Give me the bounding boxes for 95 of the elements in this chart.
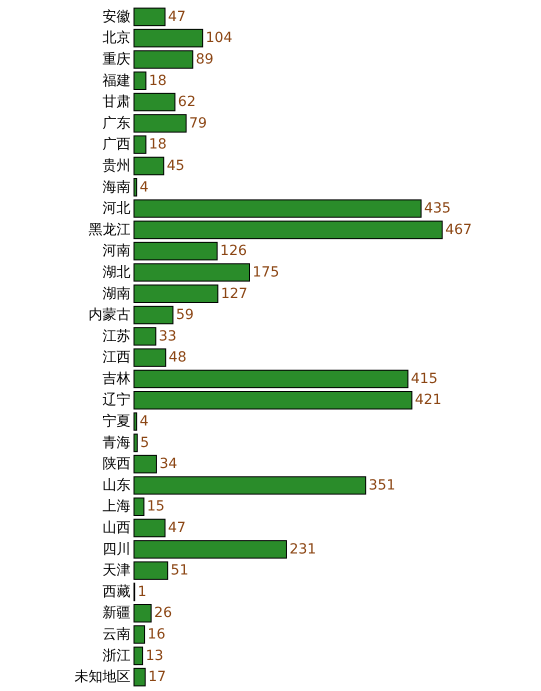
- data-label: 18: [148, 136, 167, 153]
- data-label: 1: [138, 584, 147, 600]
- data-label: 34: [159, 456, 178, 472]
- y-tick-label: 西藏: [102, 584, 130, 600]
- y-tick-label: 山西: [102, 520, 130, 536]
- bar: [134, 92, 176, 112]
- bar: [134, 135, 146, 154]
- y-tick-label: 海南: [102, 179, 130, 196]
- bar: [134, 391, 412, 410]
- data-label: 415: [410, 370, 438, 387]
- bar: [134, 8, 166, 26]
- bar: [134, 646, 144, 666]
- bar: [134, 561, 168, 580]
- bar: [134, 668, 146, 686]
- bar: [134, 242, 218, 260]
- data-label: 47: [168, 8, 186, 25]
- data-label: 79: [189, 115, 207, 132]
- bar: [134, 263, 250, 282]
- bar: [134, 434, 138, 452]
- data-label: 4: [140, 414, 149, 430]
- bar: [134, 348, 166, 367]
- data-label: 127: [220, 286, 248, 302]
- data-label: 59: [176, 307, 194, 324]
- bar: [134, 327, 156, 346]
- data-label: 45: [166, 158, 185, 174]
- data-label: 435: [424, 200, 451, 217]
- bar: [134, 540, 287, 559]
- data-label: 16: [148, 626, 166, 643]
- y-tick-label: 未知地区: [74, 669, 130, 686]
- y-tick-label: 四川: [102, 541, 130, 558]
- bar: [134, 604, 152, 622]
- y-tick-label: 宁夏: [102, 414, 130, 430]
- y-tick-label: 辽宁: [102, 392, 130, 408]
- data-label: 62: [178, 94, 196, 110]
- y-tick-label: 江苏: [102, 328, 130, 344]
- data-label: 231: [289, 541, 316, 558]
- data-label: 104: [206, 30, 232, 46]
- bar: [134, 199, 422, 218]
- data-label: 89: [196, 51, 214, 68]
- bar: [134, 156, 164, 176]
- y-tick-label: 广东: [102, 115, 130, 132]
- y-tick-label: 安徽: [102, 8, 130, 25]
- data-label: 5: [140, 434, 150, 451]
- bar: [134, 454, 157, 474]
- y-tick-label: 重庆: [102, 51, 130, 68]
- data-label: 48: [168, 350, 187, 366]
- y-tick-label: 内蒙古: [88, 307, 130, 324]
- y-tick-label: 湖北: [102, 264, 130, 280]
- y-tick-label: 新疆: [102, 605, 130, 622]
- y-tick-label: 黑龙江: [88, 222, 130, 238]
- bar: [134, 72, 146, 90]
- bar: [134, 114, 187, 133]
- data-label: 18: [148, 72, 167, 89]
- y-tick-label: 北京: [102, 30, 130, 46]
- y-tick-label: 贵州: [102, 158, 130, 174]
- bar: [134, 476, 366, 495]
- bar: [134, 28, 204, 48]
- data-label: 17: [148, 669, 166, 686]
- data-label: 33: [158, 328, 177, 344]
- y-tick-label: 吉林: [102, 370, 130, 387]
- bar: [134, 284, 218, 303]
- data-label: 467: [445, 222, 472, 238]
- y-tick-label: 上海: [102, 498, 130, 515]
- y-tick-label: 河北: [102, 200, 130, 217]
- bar: [134, 518, 166, 538]
- y-tick-label: 浙江: [102, 648, 130, 664]
- bar: [134, 498, 144, 516]
- data-label: 47: [168, 520, 186, 536]
- data-label: 26: [154, 605, 172, 622]
- bar: [134, 220, 443, 240]
- bar: [134, 50, 194, 69]
- y-tick-label: 青海: [102, 434, 130, 451]
- y-tick-label: 湖南: [102, 286, 130, 302]
- bar: [134, 178, 138, 196]
- data-label: 51: [170, 562, 188, 579]
- y-tick-label: 陕西: [102, 456, 130, 472]
- bar: [134, 412, 138, 431]
- y-tick-label: 云南: [102, 626, 130, 643]
- data-label: 4: [140, 179, 149, 196]
- y-tick-label: 广西: [102, 136, 130, 153]
- bar: [134, 625, 146, 644]
- data-label: 15: [146, 498, 165, 515]
- data-label: 175: [252, 264, 280, 280]
- data-label: 126: [220, 243, 247, 260]
- y-tick-label: 甘肃: [102, 94, 130, 110]
- data-label: 13: [146, 648, 164, 664]
- data-label: 421: [414, 392, 442, 408]
- y-tick-label: 天津: [102, 562, 130, 579]
- bar: [134, 306, 174, 324]
- bar: [134, 370, 408, 388]
- data-label: 351: [368, 477, 396, 494]
- y-tick-label: 山东: [102, 477, 130, 494]
- y-tick-label: 河南: [102, 243, 130, 260]
- y-tick-label: 福建: [102, 72, 130, 89]
- y-tick-label: 江西: [102, 350, 130, 366]
